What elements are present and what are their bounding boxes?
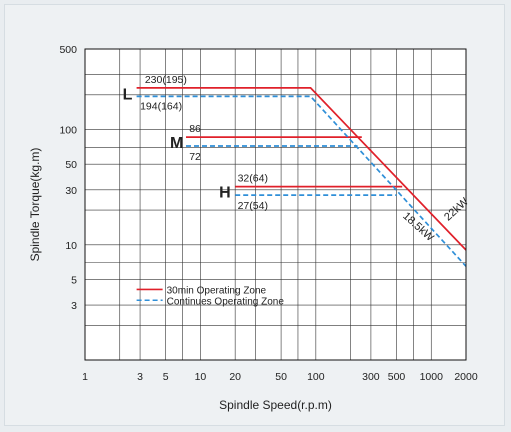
x-tick-label: 2000 — [454, 371, 478, 383]
legend-label-continuous: Continues Operating Zone — [167, 296, 285, 307]
grid — [85, 49, 466, 360]
y-tick-label: 100 — [59, 125, 77, 137]
y-tick-label: 30 — [65, 185, 77, 197]
x-tick-label: 500 — [388, 371, 406, 383]
x-tick-label: 20 — [229, 371, 241, 383]
plot-frame — [84, 48, 467, 361]
x-tick-label: 3 — [137, 371, 143, 383]
annotation-l-upper: 230(195) — [145, 74, 187, 86]
annotation-m-upper: 86 — [189, 123, 201, 135]
legend-label-30min: 30min Operating Zone — [167, 285, 267, 296]
y-tick-label: 5 — [71, 274, 77, 286]
y-tick-label: 3 — [71, 300, 77, 312]
series-30min-line — [136, 87, 467, 251]
x-tick-label: 1 — [82, 371, 88, 383]
x-tick-label: 100 — [307, 371, 325, 383]
x-tick-label: 50 — [275, 371, 287, 383]
series-continuous-line — [136, 95, 467, 267]
zone-label-m: M — [170, 135, 183, 152]
x-tick-label: 10 — [195, 371, 207, 383]
tick-labels: 1 3 5 10 20 50 100 300 500 1000 2000 5 3 10 30 50 100 500 — [59, 44, 477, 383]
annotation-l-lower: 194(164) — [140, 100, 182, 112]
x-tick-label: 1000 — [420, 371, 444, 383]
y-axis-title: Spindle Torque(kg.m) — [28, 148, 42, 262]
annotation-m-lower: 72 — [189, 151, 201, 163]
series-layer — [136, 87, 467, 267]
x-axis-title: Spindle Speed(r.p.m) — [219, 398, 332, 412]
torque-speed-chart: 1 3 5 10 20 50 100 300 500 1000 2000 5 3 10 30 50 100 500… — [28, 44, 478, 412]
chart-panel: 1 3 5 10 20 50 100 300 500 1000 2000 5 3 10 30 50 100 500… — [4, 4, 505, 426]
y-tick-label: 10 — [65, 240, 77, 252]
annotation-h-upper: 32(64) — [238, 173, 268, 185]
plot-area — [85, 49, 466, 360]
x-tick-label: 5 — [163, 371, 169, 383]
zone-label-l: L — [123, 87, 133, 104]
y-tick-label: 500 — [59, 44, 77, 56]
x-tick-label: 300 — [362, 371, 380, 383]
zone-label-h: H — [219, 184, 231, 201]
y-tick-label: 50 — [65, 159, 77, 171]
legend: 30min Operating Zone Continues Operating… — [136, 285, 285, 307]
annotation-h-lower: 27(54) — [238, 200, 268, 212]
